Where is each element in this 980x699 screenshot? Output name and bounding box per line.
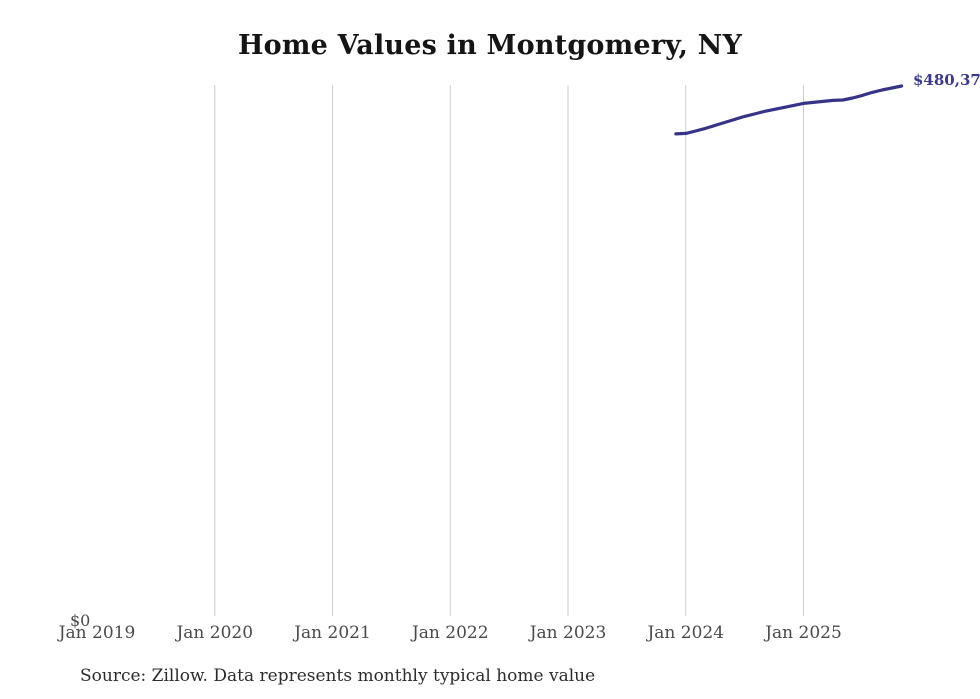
x-tick-label: Jan 2022	[411, 623, 489, 643]
end-value-label: $480,377	[913, 71, 980, 89]
x-tick-label: Jan 2020	[176, 623, 254, 643]
gridlines	[214, 85, 804, 616]
x-tick-label: Jan 2021	[294, 623, 371, 643]
x-tick-label: Jan 2023	[529, 623, 607, 643]
y-zero-label: $0	[70, 611, 91, 630]
x-tick-label: Jan 2024	[647, 623, 725, 643]
home-value-line	[674, 84, 904, 136]
x-tick-label: Jan 2019	[58, 623, 136, 643]
x-tick-label: Jan 2025	[765, 623, 842, 643]
chart-title: Home Values in Montgomery, NY	[237, 30, 743, 61]
source-note: Source: Zillow. Data represents monthly …	[80, 666, 596, 686]
